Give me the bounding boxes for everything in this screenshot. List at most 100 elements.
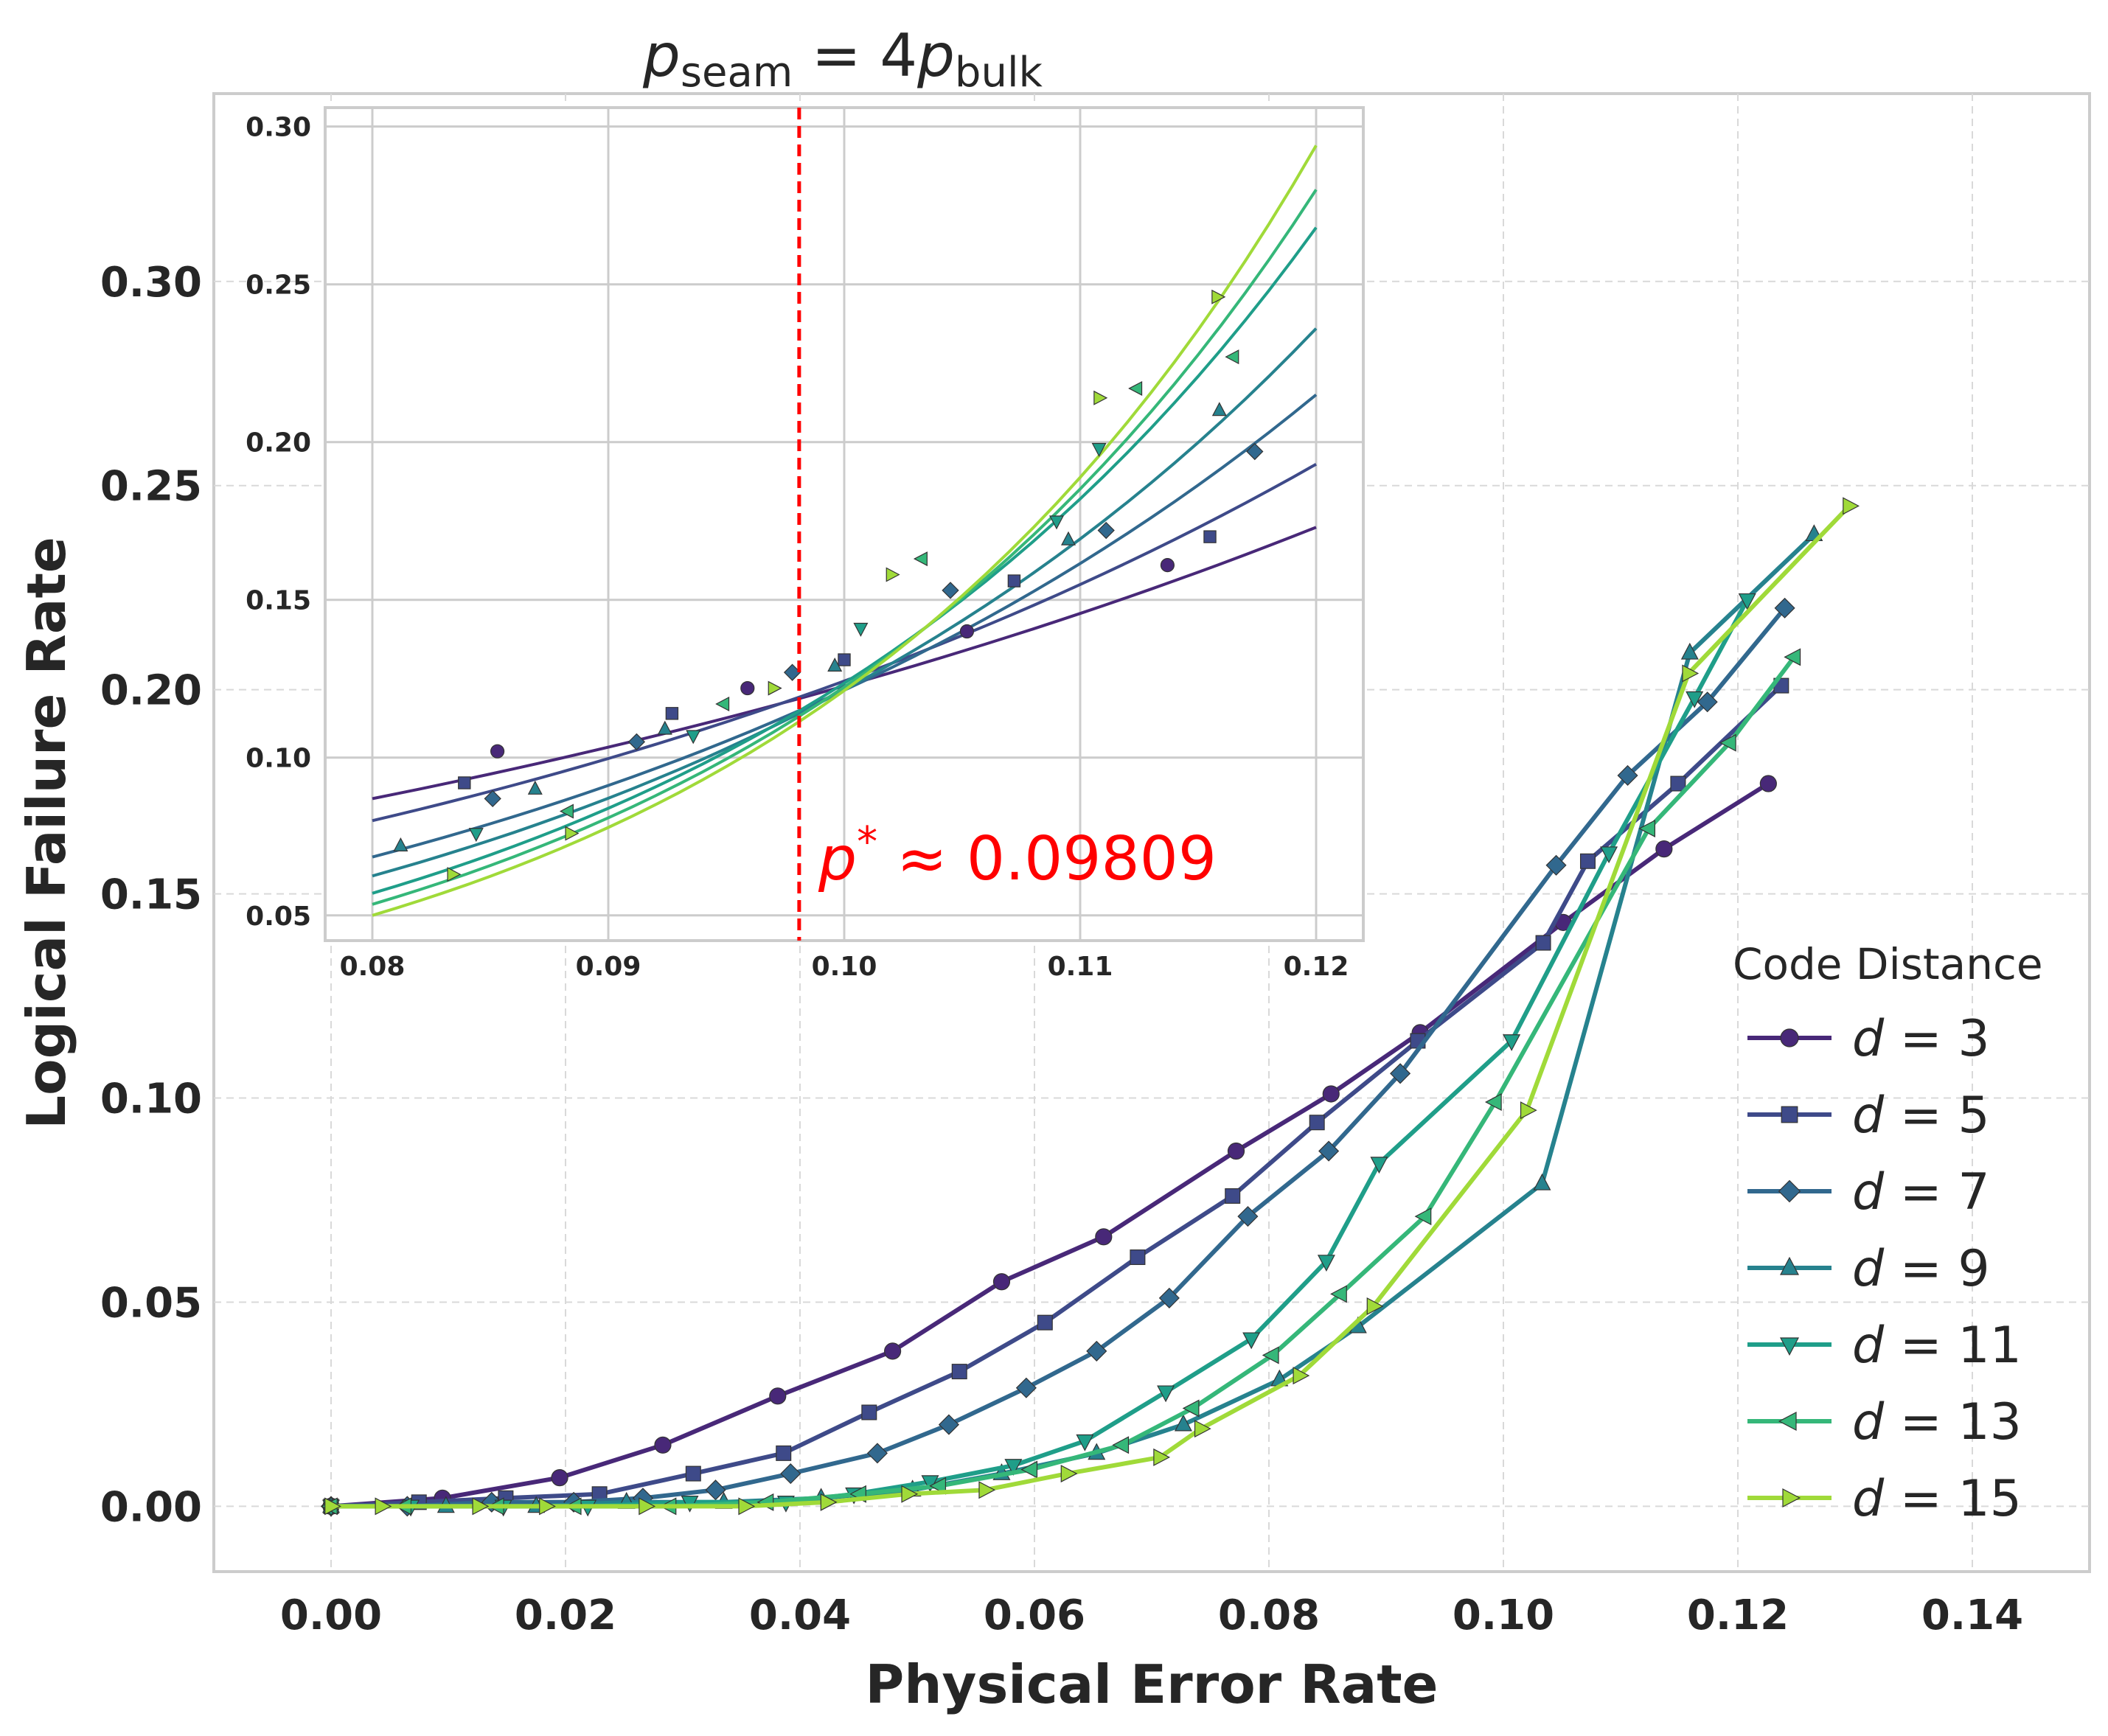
inset-point-d5 xyxy=(458,776,471,789)
inset-point-d11 xyxy=(686,730,701,745)
data-point-d9 xyxy=(1533,1173,1551,1191)
legend-label-var: d xyxy=(1852,1393,1885,1451)
data-point-d5 xyxy=(776,1445,792,1461)
legend-label-var: d xyxy=(1852,1317,1885,1375)
inset-point-d15 xyxy=(1093,390,1108,405)
legend-label-var: d xyxy=(1852,1087,1885,1145)
inset-point-d9 xyxy=(1211,402,1227,416)
inset-title-mid: = 4 xyxy=(793,21,917,90)
data-point-d15 xyxy=(375,1497,392,1516)
data-point-d7 xyxy=(1158,1287,1180,1308)
data-point-d15 xyxy=(1293,1367,1310,1385)
inset-gridlines xyxy=(325,108,1363,941)
legend-label-var: d xyxy=(1852,1470,1885,1528)
data-point-d3 xyxy=(992,1273,1011,1291)
main-y-tick-label: 0.10 xyxy=(100,1076,202,1123)
threshold-value: ≈ 0.09809 xyxy=(877,824,1217,894)
inset-point-d13 xyxy=(1225,349,1239,365)
data-point-d5 xyxy=(1670,775,1686,792)
legend-marker xyxy=(1782,1488,1801,1507)
main-y-tick-label: 0.00 xyxy=(100,1483,202,1531)
inset-point-d7 xyxy=(1246,442,1264,461)
inset-y-tick-label: 0.15 xyxy=(246,586,311,616)
inset-point-d11 xyxy=(853,622,869,637)
main-x-tick-label: 0.00 xyxy=(280,1592,382,1639)
legend-label-value: = 9 xyxy=(1884,1240,1989,1298)
inset-point-d5 xyxy=(838,653,851,666)
inset-point-d7 xyxy=(627,733,646,750)
inset-title-var-1: p xyxy=(642,21,681,90)
inset-point-d5 xyxy=(1007,574,1021,588)
inset-point-d7 xyxy=(1097,521,1115,540)
inset-point-d15 xyxy=(768,680,782,696)
data-point-d13 xyxy=(1182,1399,1200,1418)
threshold-star: * xyxy=(857,818,877,866)
inset-point-d13 xyxy=(1128,380,1143,396)
inset-point-d13 xyxy=(559,803,574,819)
data-point-d7 xyxy=(938,1414,959,1435)
data-point-d3 xyxy=(884,1342,902,1360)
data-point-d5 xyxy=(1579,853,1596,869)
inset-x-tick-label: 0.10 xyxy=(812,952,877,982)
inset-y-tick-label: 0.30 xyxy=(246,113,311,143)
main-x-tick-label: 0.02 xyxy=(515,1592,616,1639)
data-point-d11 xyxy=(1370,1157,1388,1174)
data-point-d15 xyxy=(472,1497,490,1516)
data-point-d13 xyxy=(1638,819,1656,837)
data-point-d15 xyxy=(738,1497,756,1516)
data-point-d5 xyxy=(1309,1115,1325,1131)
inset-point-d13 xyxy=(715,696,730,711)
data-point-d7 xyxy=(1545,854,1567,876)
data-point-d13 xyxy=(1020,1460,1038,1479)
data-point-d3 xyxy=(1227,1142,1245,1160)
data-point-d15 xyxy=(1060,1465,1078,1483)
legend-label-value: = 7 xyxy=(1884,1163,1989,1221)
inset-points-d15 xyxy=(447,289,1226,882)
legend-item-d5: d = 5 xyxy=(1747,1087,1990,1145)
threshold-annotation: p* ≈ 0.09809 xyxy=(818,818,1217,894)
legend-label-value: = 3 xyxy=(1884,1010,1989,1068)
data-point-d15 xyxy=(639,1497,656,1516)
inset-x-tick-label: 0.08 xyxy=(340,952,406,982)
data-point-d5 xyxy=(861,1404,877,1420)
data-point-d11 xyxy=(1503,1034,1521,1051)
inset-fit-lines xyxy=(372,144,1318,917)
series-d15 xyxy=(324,497,1860,1516)
data-point-d7 xyxy=(1697,691,1718,713)
legend-item-d7: d = 7 xyxy=(1747,1163,1990,1221)
data-point-d15 xyxy=(1843,497,1860,515)
inset-point-d9 xyxy=(827,657,843,672)
data-point-d13 xyxy=(1112,1436,1130,1454)
main-x-tick-label: 0.12 xyxy=(1687,1592,1789,1639)
main-y-tick-label: 0.30 xyxy=(100,259,202,307)
inset-point-d3 xyxy=(740,680,755,696)
inset-point-d11 xyxy=(468,828,484,843)
inset-point-d5 xyxy=(665,707,679,720)
data-point-d15 xyxy=(820,1493,838,1511)
inset-point-d15 xyxy=(886,567,900,582)
fit-line-d11 xyxy=(372,226,1318,895)
legend-label: d = 3 xyxy=(1852,1010,1990,1068)
main-x-tick-label: 0.14 xyxy=(1921,1592,2023,1639)
main-gridlines xyxy=(214,94,2090,1572)
legend-label-var: d xyxy=(1852,1240,1885,1298)
data-point-d7 xyxy=(481,1491,502,1513)
inset-points-d13 xyxy=(559,349,1239,819)
data-point-d13 xyxy=(1784,648,1801,666)
inset-point-d15 xyxy=(565,826,580,841)
x-axis-label: Physical Error Rate xyxy=(865,1653,1438,1715)
main-x-tick-label: 0.10 xyxy=(1453,1592,1554,1639)
data-point-d7 xyxy=(1318,1140,1340,1162)
legend-label: d = 7 xyxy=(1852,1163,1990,1221)
inset-point-d9 xyxy=(1061,531,1076,545)
inset-point-d13 xyxy=(913,551,928,567)
inset-points-d5 xyxy=(458,530,1217,789)
legend-title: Code Distance xyxy=(1733,939,2043,989)
main-x-tick-label: 0.06 xyxy=(984,1592,1085,1639)
legend-label: d = 15 xyxy=(1852,1470,2022,1528)
main-y-tick-label: 0.15 xyxy=(100,871,202,919)
data-point-d11 xyxy=(1076,1434,1094,1451)
inset-y-tick-label: 0.20 xyxy=(246,428,311,459)
data-point-d9 xyxy=(1680,642,1699,660)
data-point-d3 xyxy=(1759,775,1777,792)
